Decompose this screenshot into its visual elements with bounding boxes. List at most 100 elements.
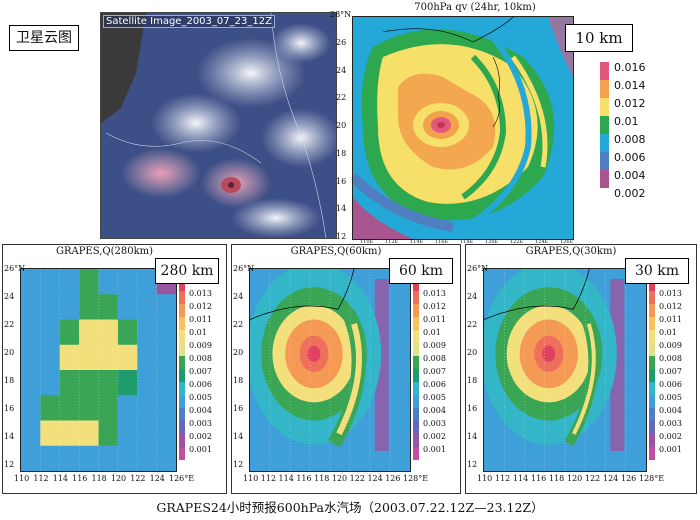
colorbar-swatch bbox=[179, 278, 185, 291]
y-tick-label: 18 bbox=[336, 148, 347, 158]
colorbar-swatch bbox=[413, 356, 419, 369]
x-tick-label: 122E bbox=[510, 239, 524, 245]
heat-cell bbox=[137, 319, 158, 346]
heat-cell bbox=[21, 344, 41, 371]
heat-cell bbox=[117, 445, 138, 471]
colorbar-label: 0.014 bbox=[614, 79, 646, 92]
heat-cell bbox=[40, 445, 61, 471]
x-tick-label: 120 bbox=[567, 474, 583, 483]
y-tick-label: 14 bbox=[233, 432, 244, 441]
heat-cell bbox=[40, 269, 61, 295]
heat-cell bbox=[59, 420, 80, 447]
colorbar-swatch bbox=[600, 152, 609, 170]
colorbar-label: 0.011 bbox=[423, 315, 446, 324]
x-tick-label: 114 bbox=[52, 474, 69, 483]
heat-cell bbox=[59, 445, 80, 471]
colorbar-label: 0.008 bbox=[423, 354, 446, 363]
y-tick-label: 16 bbox=[233, 404, 244, 413]
x-tick-label: 116 bbox=[531, 474, 547, 483]
x-tick-label: 118 bbox=[91, 474, 107, 483]
x-tick-label: 128°E bbox=[639, 474, 665, 483]
heat-cell bbox=[156, 370, 176, 396]
heat-cell bbox=[40, 319, 61, 346]
colorbar-swatch bbox=[413, 304, 419, 317]
colorbar-swatch bbox=[179, 343, 185, 356]
colorbar-label: 0.003 bbox=[423, 419, 446, 428]
colorbar-swatch bbox=[179, 304, 185, 317]
heat-cell bbox=[59, 294, 80, 320]
y-tick-label: 26°N bbox=[467, 264, 489, 273]
heat-cell bbox=[79, 294, 99, 320]
y-tick-label: 16 bbox=[336, 176, 347, 186]
heat-cell bbox=[21, 395, 41, 421]
heat-cell bbox=[137, 269, 158, 295]
colorbar-label: 0.013 bbox=[659, 289, 682, 298]
colorbar-label: 0.006 bbox=[614, 151, 646, 164]
y-tick-label: 20 bbox=[467, 348, 478, 357]
x-tick-label: 116 bbox=[72, 474, 88, 483]
colorbar-label: 0.001 bbox=[659, 445, 682, 454]
y-tick-label: 12 bbox=[4, 460, 15, 469]
colorbar-swatch bbox=[413, 317, 419, 330]
colorbar-swatch bbox=[649, 447, 655, 460]
colorbar-swatch bbox=[600, 116, 609, 134]
colorbar-label: 0.005 bbox=[189, 393, 212, 402]
colorbar-swatch bbox=[600, 170, 609, 188]
heat-cell bbox=[40, 395, 61, 421]
colorbar-label: 0.007 bbox=[189, 367, 212, 376]
colorbar-swatch bbox=[600, 134, 609, 152]
heat-cell bbox=[137, 395, 158, 421]
y-tick-label: 16 bbox=[467, 404, 478, 413]
colorbar-label: 0.012 bbox=[423, 302, 446, 311]
y-tick-label: 12 bbox=[467, 460, 478, 469]
colorbar-label: 0.012 bbox=[189, 302, 212, 311]
colorbar-swatch bbox=[179, 382, 185, 395]
top-right-title: 700hPa qv (24hr, 10km) bbox=[414, 2, 536, 13]
colorbar-label: 0.002 bbox=[189, 432, 212, 441]
y-tick-label: 22 bbox=[467, 320, 478, 329]
heat-cell bbox=[156, 420, 176, 447]
colorbar-label: 0.001 bbox=[423, 445, 446, 454]
resolution-box-label: 30 km bbox=[625, 258, 689, 284]
colorbar-label: 0.012 bbox=[659, 302, 682, 311]
colorbar-swatch bbox=[413, 382, 419, 395]
heat-cell bbox=[117, 370, 138, 396]
y-tick-label: 12 bbox=[336, 232, 347, 241]
colorbar-swatch bbox=[649, 369, 655, 382]
x-tick-label: 112 bbox=[33, 474, 49, 483]
panel-plot bbox=[249, 268, 411, 472]
colorbar-label: 0.007 bbox=[423, 367, 446, 376]
colorbar-label: 0.008 bbox=[614, 133, 646, 146]
x-tick-label: 118E bbox=[460, 239, 474, 245]
colorbar-label: 0.008 bbox=[659, 354, 682, 363]
x-tick-label: 122 bbox=[349, 474, 365, 483]
colorbar-swatch bbox=[649, 304, 655, 317]
x-tick-label: 116E bbox=[435, 239, 449, 245]
colorbar-swatch bbox=[649, 317, 655, 330]
colorbar-swatch bbox=[413, 278, 419, 291]
x-tick-label: 120 bbox=[331, 474, 348, 483]
resolution-box-label: 280 km bbox=[155, 258, 219, 284]
colorbar-label: 0.005 bbox=[659, 393, 682, 402]
heat-cell bbox=[137, 294, 158, 320]
heat-cell bbox=[21, 319, 41, 346]
heat-cell bbox=[117, 420, 138, 447]
heat-cell bbox=[59, 370, 80, 396]
y-tick-label: 14 bbox=[336, 204, 347, 214]
colorbar-label: 0.013 bbox=[189, 289, 212, 298]
colorbar-swatch bbox=[413, 421, 419, 434]
x-tick-label: 114E bbox=[410, 239, 424, 245]
heat-cell bbox=[59, 395, 80, 421]
y-tick-label: 20 bbox=[336, 121, 347, 130]
heat-cell bbox=[117, 395, 138, 421]
colorbar-swatch bbox=[179, 291, 185, 304]
heat-cell bbox=[21, 370, 41, 396]
resolution-box-label: 60 km bbox=[389, 258, 453, 284]
panel-title: GRAPES,Q(60km) bbox=[290, 246, 382, 257]
panel-title: GRAPES,Q(280km) bbox=[55, 246, 154, 257]
colorbar-label: 0.008 bbox=[189, 354, 212, 363]
y-tick-label: 20 bbox=[4, 348, 15, 357]
colorbar-label: 0.007 bbox=[659, 367, 682, 376]
heat-cell bbox=[59, 319, 80, 346]
x-tick-label: 110 bbox=[477, 474, 493, 483]
